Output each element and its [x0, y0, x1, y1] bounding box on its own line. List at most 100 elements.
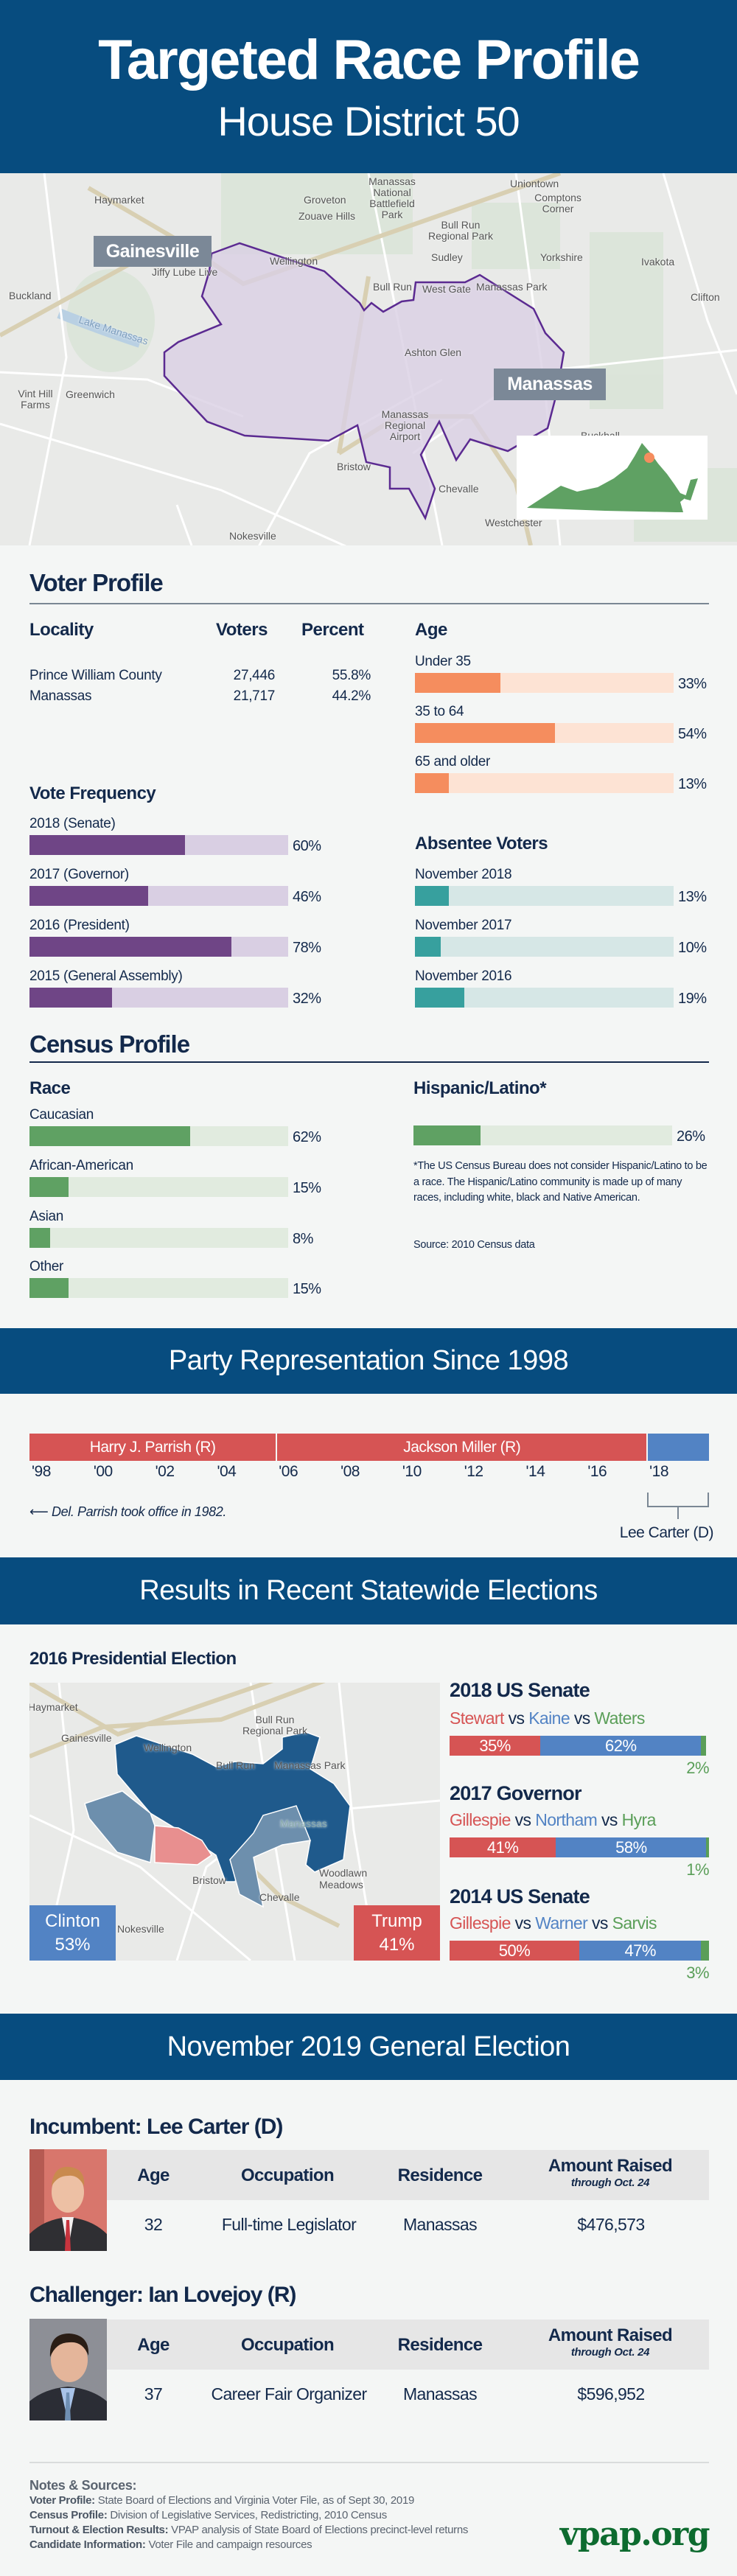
section-divider [29, 603, 709, 604]
bar-track [413, 1125, 672, 1145]
census-source: Source: 2010 Census data [413, 1239, 535, 1251]
bar-label: Other [29, 1259, 64, 1274]
census-profile-title: Census Profile [29, 1030, 190, 1058]
third-segment [701, 1941, 709, 1961]
result-bar: 5047 [450, 1941, 709, 1961]
bar-track [29, 988, 288, 1008]
rep-candidate: Gillespie [450, 1913, 511, 1933]
vs-label: vs [591, 1913, 608, 1933]
vote-frequency-row: 2017 (Governor) 46 [29, 867, 339, 906]
hispanic-header: Hispanic/Latino* [413, 1078, 547, 1098]
note-label: Candidate Information: [29, 2538, 146, 2551]
third-pct: 3 [686, 1964, 709, 1983]
third-pct: 2 [686, 1759, 709, 1778]
amount-header: Amount Raised through Oct. 24 [548, 2156, 673, 2189]
bar-track [415, 723, 674, 743]
challenger-age: 37 [144, 2384, 163, 2404]
dem-segment: 58 [556, 1837, 707, 1857]
statewide-banner: Results in Recent Statewide Elections [0, 1557, 737, 1624]
gainesville-callout: Gainesville [94, 236, 212, 267]
bar-track [29, 1278, 288, 1298]
map-place: Manassas Regional Airport [381, 408, 429, 442]
note-line: Turnout & Election Results: VPAP analysi… [29, 2524, 468, 2536]
locality-voters: 27,446 [233, 668, 276, 683]
carter-bracket [647, 1493, 709, 1507]
left-arrow-icon: ⟵ [29, 1504, 49, 1519]
vpap-logo[interactable]: vpap.org [559, 2516, 710, 2553]
age-header: Age [415, 620, 447, 640]
map-place: West Gate [422, 283, 471, 295]
bar-track [415, 937, 674, 957]
race-header: Race [29, 1078, 71, 1098]
timeline-year-label: '00 [93, 1463, 113, 1480]
voter-profile-title: Voter Profile [29, 569, 164, 596]
timeline-year-label: '02 [155, 1463, 175, 1480]
dem-candidate: Northam [535, 1810, 598, 1829]
absentee-header: Absentee Voters [415, 834, 548, 854]
bar-fill [415, 773, 449, 793]
timeline-year-label: '08 [340, 1463, 360, 1480]
bar-track [415, 886, 674, 906]
bar-label: 35 to 64 [415, 704, 464, 719]
note-text: Division of Legislative Services, Redist… [107, 2509, 387, 2521]
bar-fill [415, 673, 500, 693]
race-candidates: Gillespie vs Northam vs Hyra [450, 1810, 656, 1830]
map-place: Bristow [192, 1874, 226, 1886]
presidential-map[interactable]: Haymarket Gainesville Wellington Bull Ru… [29, 1683, 440, 1961]
amount-header-label: Amount Raised [548, 2325, 673, 2345]
race-title: 2018 US Senate [450, 1679, 590, 1701]
rep-candidate: Stewart [450, 1708, 504, 1728]
bar-label: Under 35 [415, 654, 471, 669]
section-divider [29, 1061, 709, 1063]
timeline-year-label: '18 [649, 1463, 669, 1480]
presidential-title: 2016 Presidential Election [29, 1649, 237, 1669]
challenger-occupation: Career Fair Organizer [211, 2384, 367, 2404]
district-location-marker [644, 453, 654, 463]
bar-track [29, 937, 288, 957]
hispanic-row: 26 [413, 1106, 723, 1145]
timeline-year-label: '98 [32, 1463, 51, 1480]
note-text: Voter File and campaign resources [145, 2538, 312, 2551]
amount-header: Amount Raised through Oct. 24 [548, 2325, 673, 2359]
rep-segment: 50 [450, 1941, 579, 1961]
bar-fill [415, 723, 555, 743]
bar-fill [29, 835, 185, 855]
district-map[interactable]: Haymarket Groveton Zouave Hills Manassas… [0, 173, 737, 545]
timeline-year-label: '16 [587, 1463, 607, 1480]
bar-label: November 2017 [415, 918, 512, 933]
map-place: Manassas [280, 1818, 327, 1829]
result-bar: 4158 [450, 1837, 709, 1857]
map-place: Bull Run Regional Park [428, 219, 493, 242]
bar-percent: 8 [293, 1231, 313, 1248]
note-line: Candidate Information: Voter File and ca… [29, 2538, 312, 2551]
map-place: Clifton [691, 291, 720, 303]
bar-label: November 2018 [415, 867, 512, 882]
third-candidate: Hyra [621, 1810, 657, 1829]
voters-header: Voters [216, 620, 268, 640]
vs-label: vs [601, 1810, 618, 1829]
map-place: Nokesville [229, 530, 276, 542]
carter-bracket-stem [677, 1507, 679, 1519]
third-candidate: Waters [594, 1708, 645, 1728]
hispanic-note: *The US Census Bureau does not consider … [413, 1160, 708, 1204]
map-place: Wellington [270, 255, 318, 267]
map-place: Sudley [431, 251, 463, 263]
bar-percent: 46 [293, 889, 321, 906]
result-bar: 3562 [450, 1736, 709, 1756]
district-boundary [163, 242, 565, 521]
timeline-year-label: '14 [525, 1463, 545, 1480]
map-place: Manassas National Battlefield Park [368, 175, 416, 220]
amount-header-sub: through Oct. 24 [570, 2346, 650, 2359]
bar-track [415, 673, 674, 693]
map-place: Wellington [144, 1742, 192, 1753]
bar-label: 2018 (Senate) [29, 816, 116, 831]
virginia-state-icon [527, 443, 698, 512]
locality-name: Manassas [29, 688, 92, 704]
note-label: Census Profile: [29, 2509, 108, 2521]
bar-fill [29, 1278, 69, 1298]
bar-percent: 33 [678, 676, 707, 693]
dem-segment: 47 [579, 1941, 702, 1961]
percent-header: Percent [301, 620, 364, 640]
challenger-photo [29, 2319, 107, 2420]
locality-header: Locality [29, 620, 94, 640]
